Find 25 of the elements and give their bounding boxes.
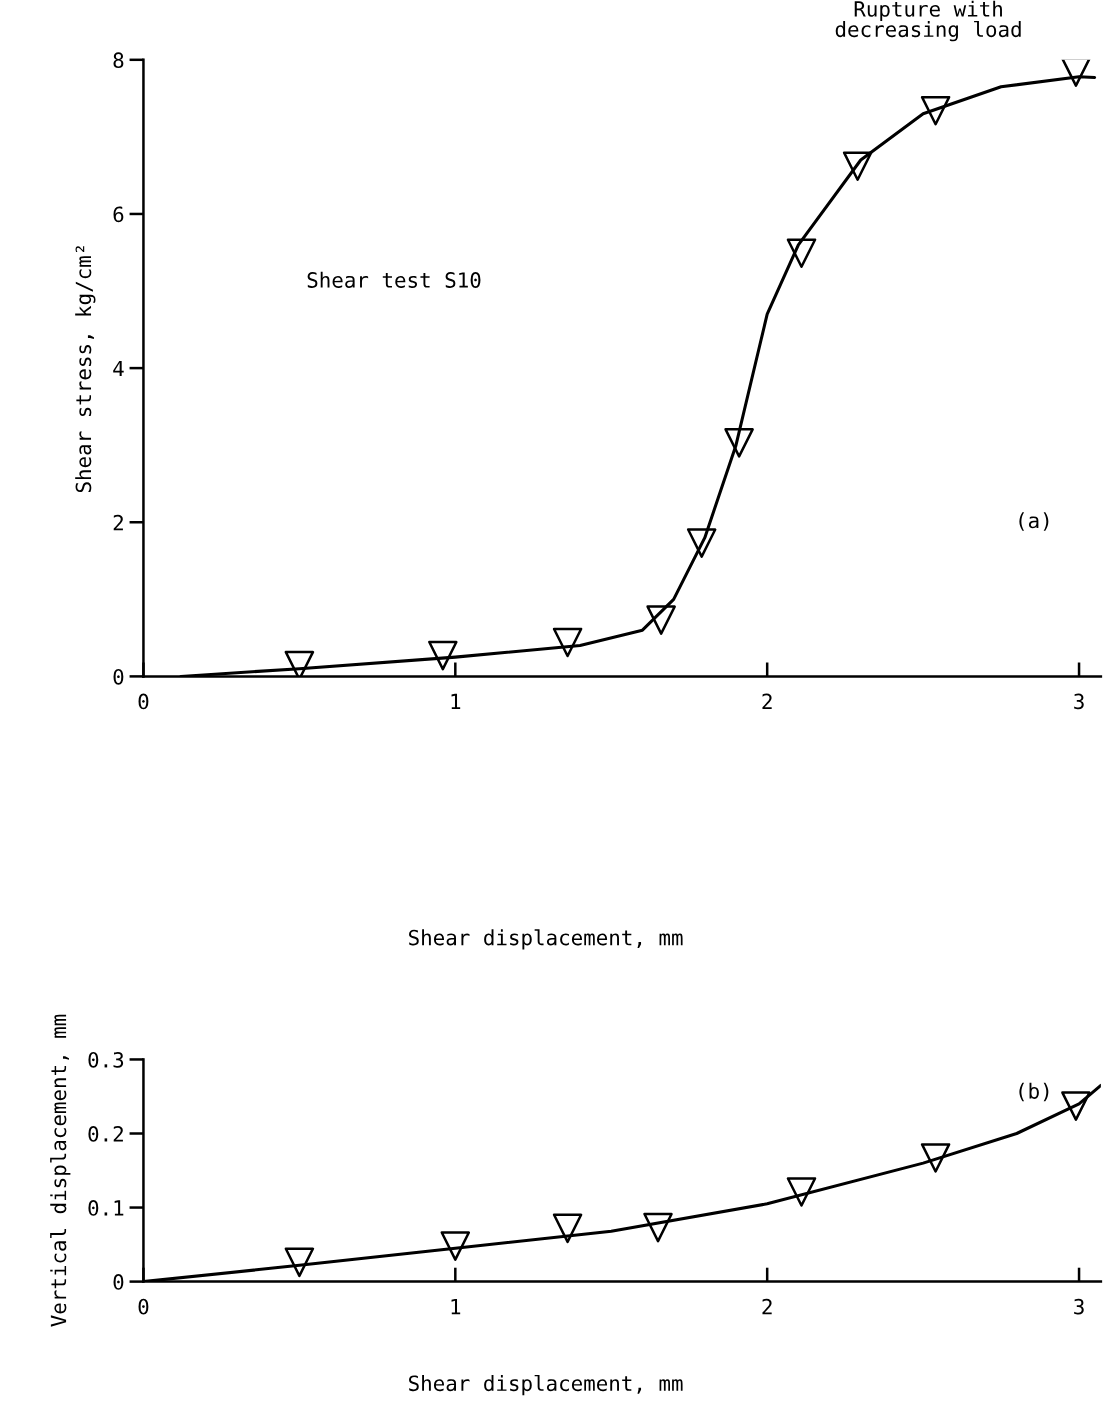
y-tick-label: 8 [113, 52, 124, 69]
x-tick-label: 3 [1074, 693, 1084, 710]
x-tick-label: 0 [138, 693, 149, 710]
x-axis-title: Shear displacement, mm [409, 929, 683, 950]
x-tick-label: 2 [762, 693, 772, 710]
y-tick-label: 4 [113, 360, 124, 377]
y-tick-label: 6 [113, 206, 124, 223]
y-tick-label: 0.2 [88, 1126, 123, 1142]
x-tick-label: 2 [762, 1298, 772, 1315]
x-axis-title: Shear displacement, mm [409, 1374, 683, 1396]
annotation: (a) [1019, 512, 1049, 531]
y-axis-title: Vertical displacement, mm [50, 1014, 71, 1327]
y-tick-label: 0 [113, 668, 124, 685]
y-tick-label: 0.1 [88, 1200, 124, 1216]
annotation: (b) [1019, 1082, 1049, 1102]
x-tick-label: 0 [138, 1298, 149, 1315]
annotation: Shear test S10 [307, 271, 481, 288]
y-tick-label: 2 [113, 514, 123, 531]
x-tick-label: 1 [451, 1299, 461, 1315]
y-tick-label: 0 [113, 1274, 124, 1290]
text: Rupture with decreasing load [835, 0, 1021, 42]
y-tick-label: 0.3 [88, 1051, 124, 1068]
x-tick-label: 3 [1074, 1298, 1084, 1315]
y-axis-title: Shear stress, kg/cm² [75, 246, 96, 493]
x-tick-label: 1 [451, 693, 461, 710]
